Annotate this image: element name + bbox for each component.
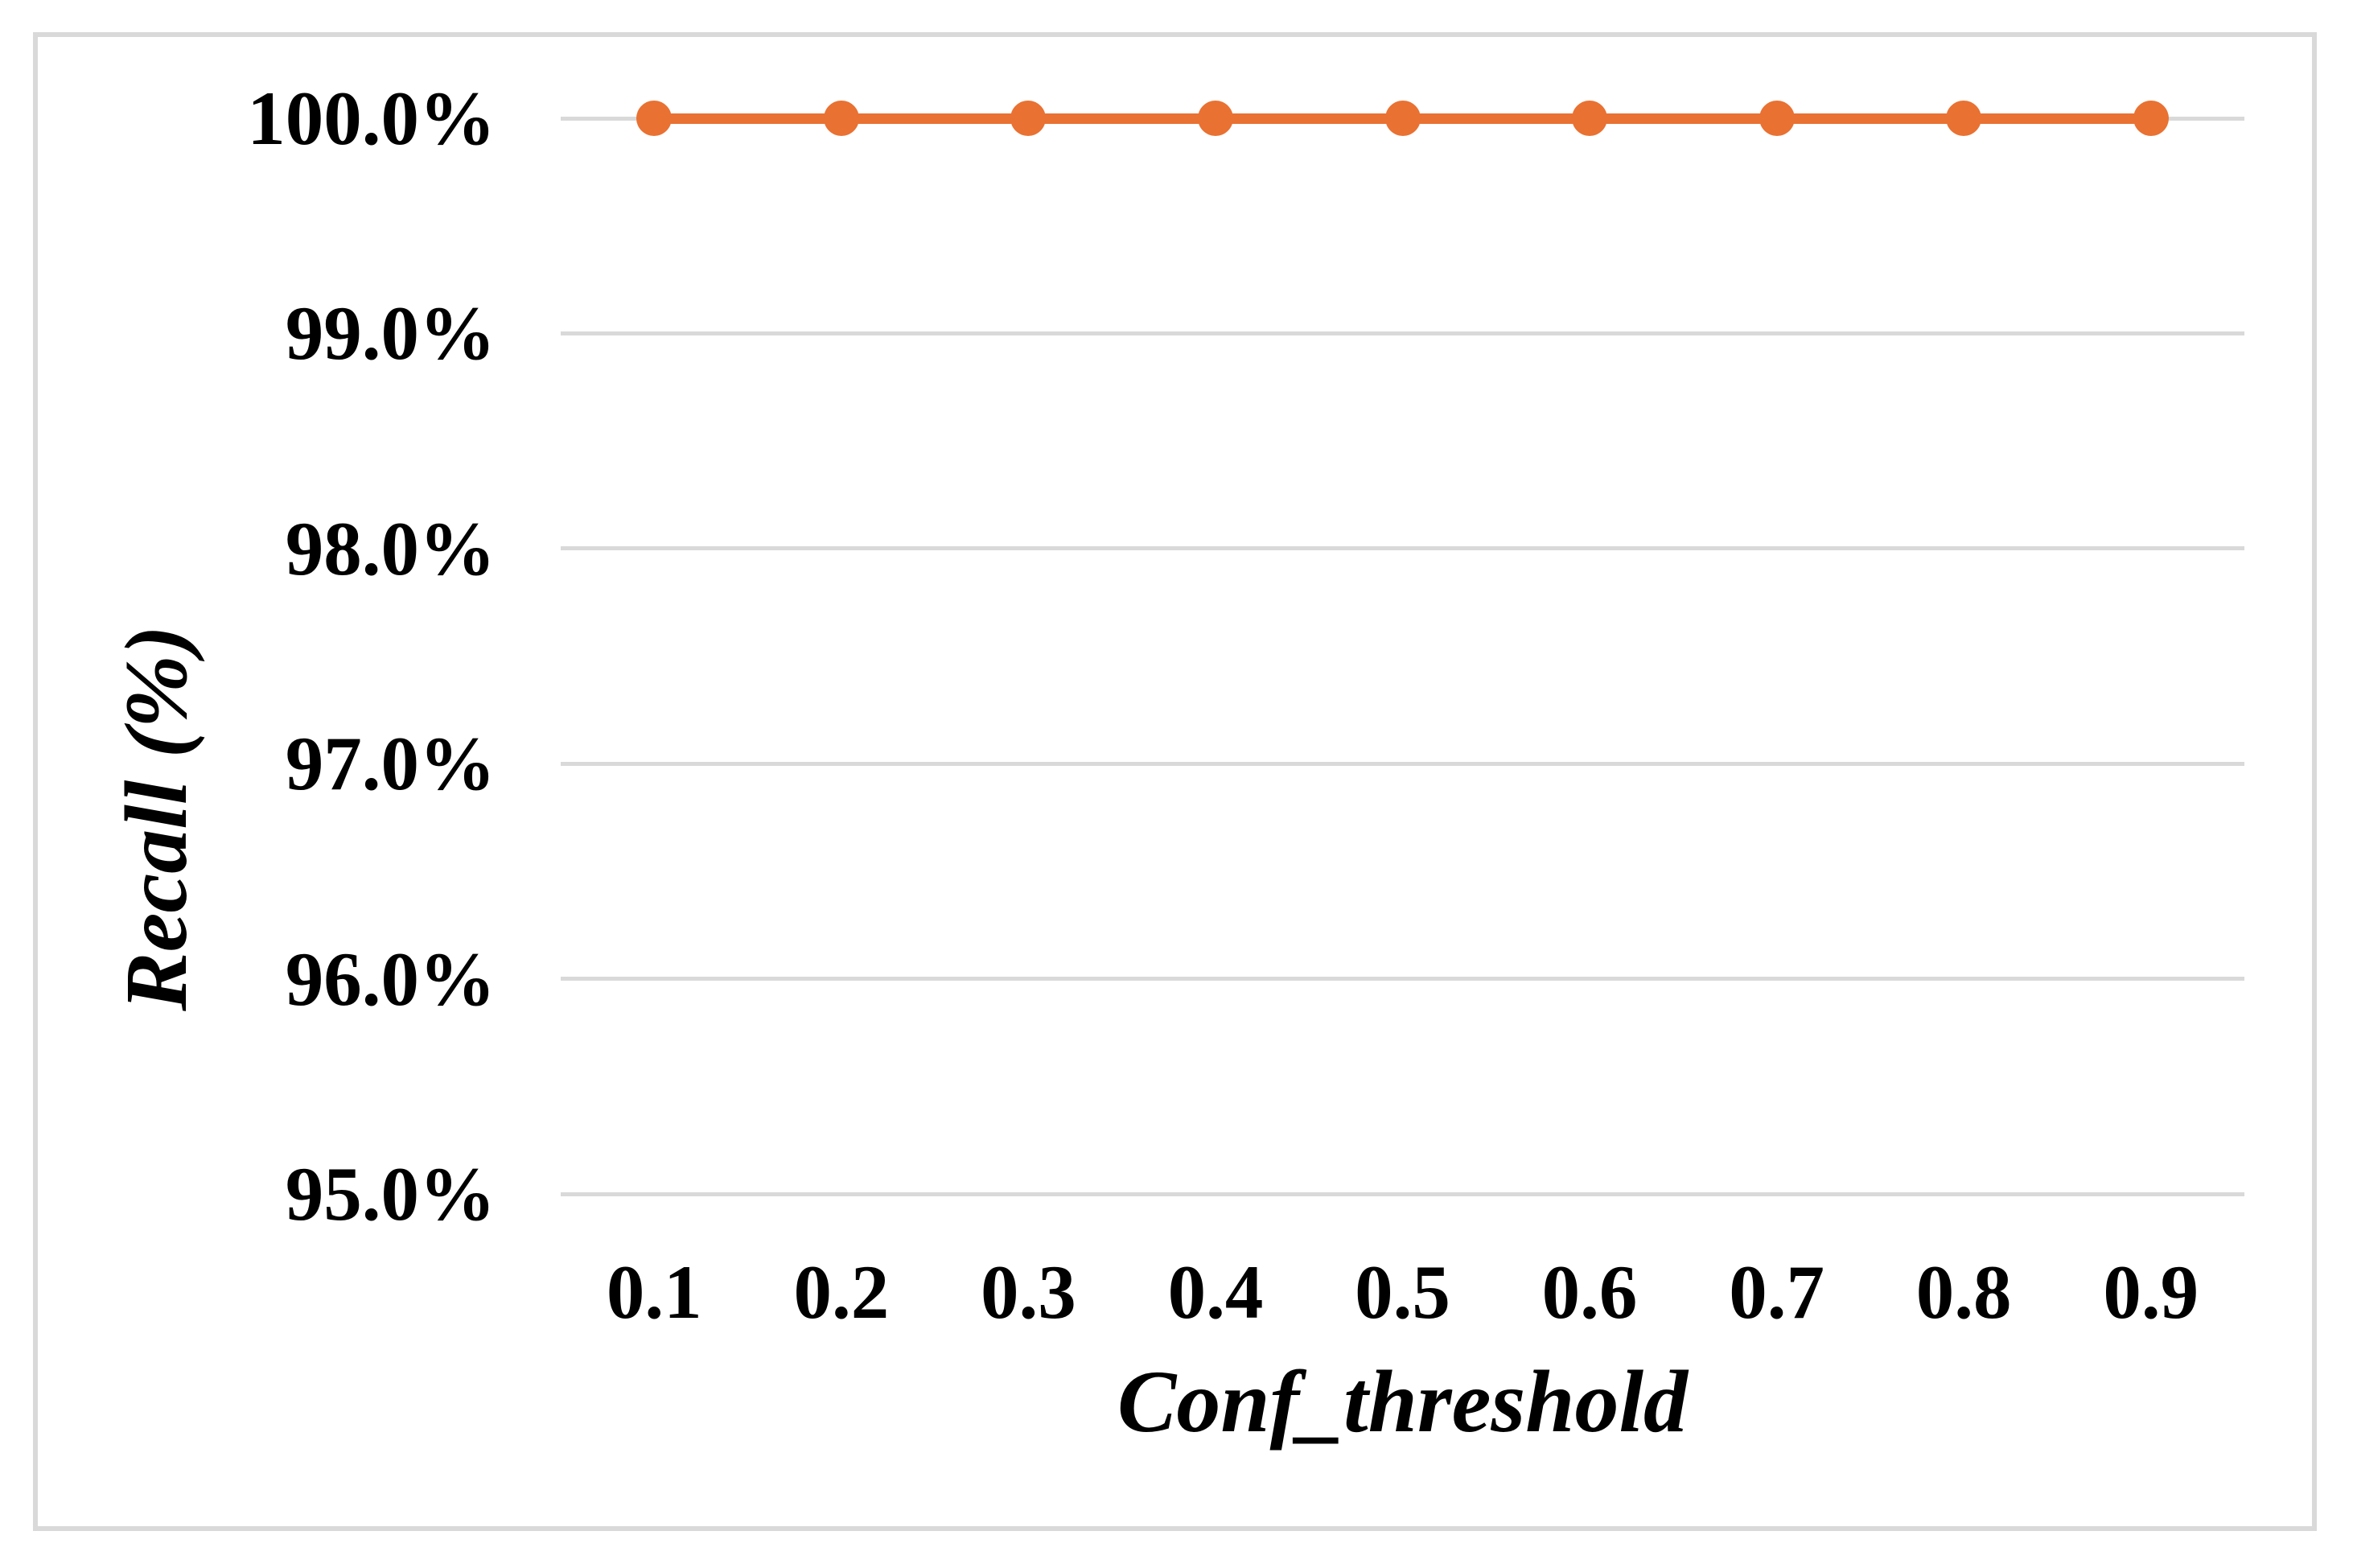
data-point-marker <box>1384 101 1421 136</box>
x-tick-label: 0.3 <box>981 1249 1076 1335</box>
y-tick-label: 97.0% <box>285 721 496 807</box>
x-tick-label: 0.7 <box>1729 1249 1824 1335</box>
x-axis-title: Conf_threshold <box>1117 1352 1689 1451</box>
data-point-marker <box>823 101 859 136</box>
series-line-segment <box>654 113 841 124</box>
x-tick-label: 0.8 <box>1915 1249 2012 1335</box>
series-line-segment <box>841 113 1029 124</box>
x-tick-label: 0.2 <box>793 1249 890 1335</box>
y-tick-label: 98.0% <box>285 505 496 591</box>
series-line-segment <box>1215 113 1403 124</box>
y-tick-label: 99.0% <box>285 290 496 377</box>
x-tick-label: 0.5 <box>1355 1249 1450 1335</box>
data-point-marker <box>636 101 673 136</box>
series-line-segment <box>1964 113 2151 124</box>
data-point-marker <box>1759 101 1795 136</box>
y-gridline <box>561 761 2244 766</box>
data-point-marker <box>1010 101 1047 136</box>
series-line-segment <box>1028 113 1216 124</box>
y-gridline <box>561 977 2244 982</box>
data-point-marker <box>1946 101 1982 136</box>
series-line-segment <box>1402 113 1590 124</box>
x-tick-label: 0.9 <box>2103 1249 2199 1335</box>
series-line-segment <box>1776 113 1964 124</box>
y-tick-label: 96.0% <box>285 936 496 1022</box>
x-tick-label: 0.1 <box>606 1249 702 1335</box>
y-gridline <box>561 1191 2244 1196</box>
y-tick-label: 95.0% <box>285 1151 496 1237</box>
x-tick-label: 0.6 <box>1541 1249 1638 1335</box>
chart-frame-border <box>33 32 2317 1531</box>
data-point-marker <box>1197 101 1233 136</box>
x-tick-label: 0.4 <box>1167 1249 1264 1335</box>
y-tick-label: 100.0% <box>247 76 496 161</box>
y-gridline <box>561 331 2244 335</box>
y-gridline <box>561 546 2244 551</box>
data-point-marker <box>2133 101 2169 136</box>
data-point-marker <box>1572 101 1608 136</box>
plot-area <box>561 116 2244 1196</box>
series-line-segment <box>1590 113 1777 124</box>
